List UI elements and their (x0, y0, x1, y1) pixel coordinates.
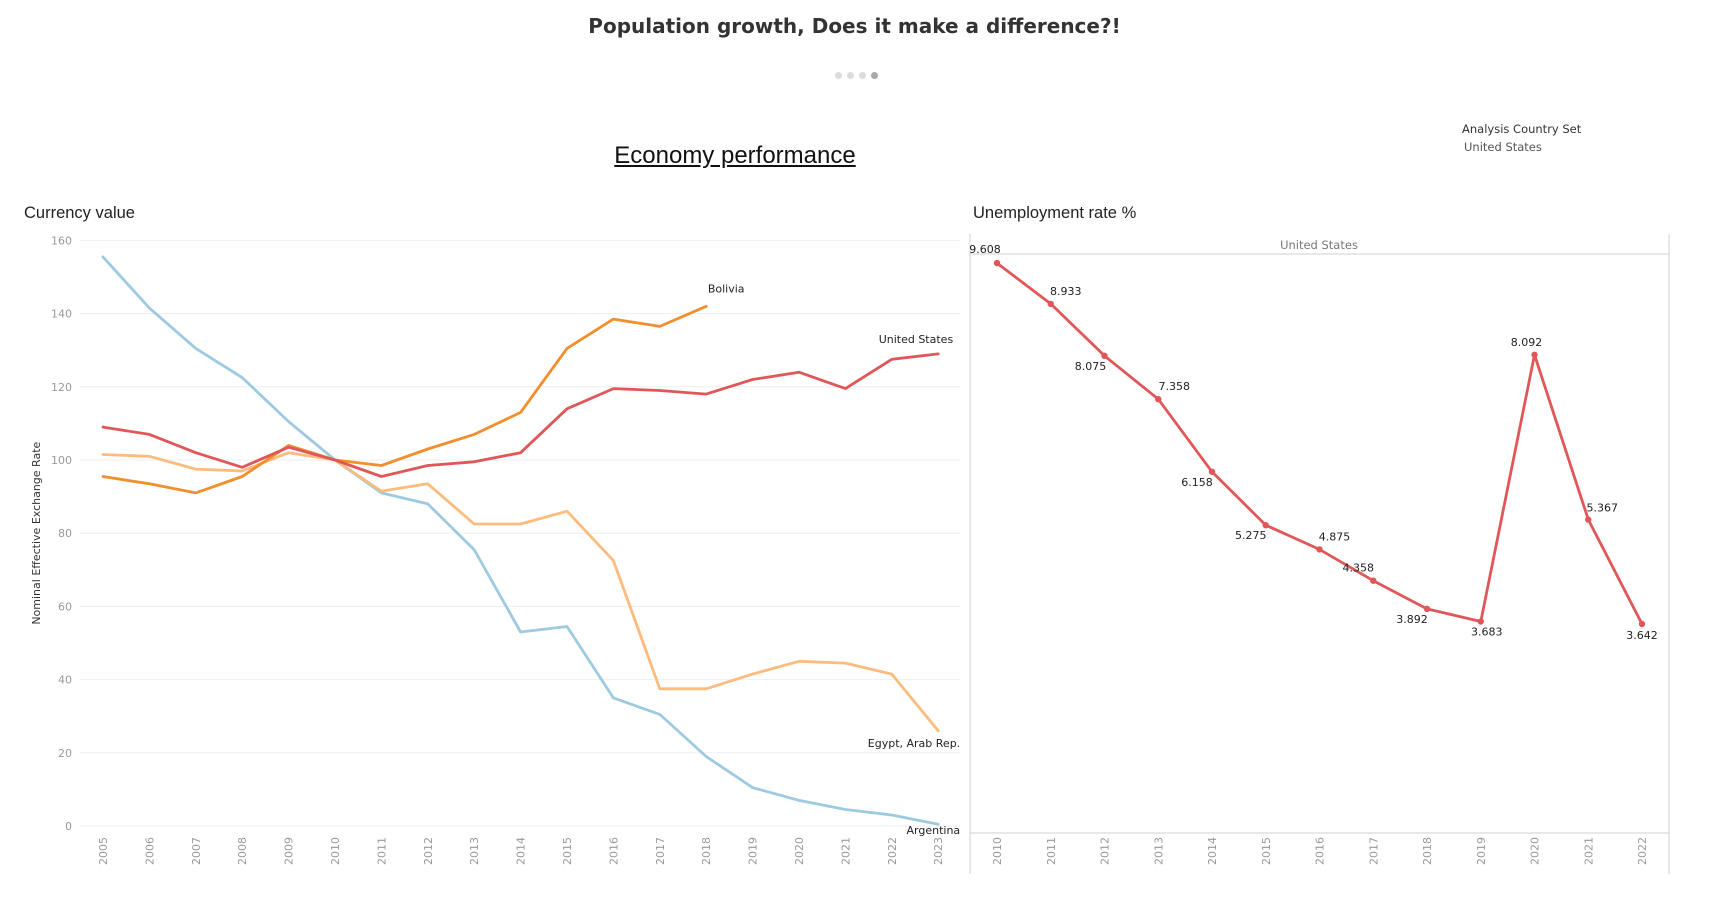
x-tick-label: 2016 (1314, 837, 1327, 865)
series-label-egypt-arab-rep: Egypt, Arab Rep. (868, 737, 960, 750)
x-tick-label: 2017 (1367, 837, 1380, 865)
x-tick-label: 2018 (1421, 837, 1434, 865)
data-label: 5.367 (1587, 502, 1619, 515)
filter-value[interactable]: United States (1464, 140, 1542, 154)
x-tick-label: 2020 (793, 837, 806, 865)
x-tick-label: 2011 (375, 837, 388, 865)
data-point (1638, 620, 1646, 628)
series-line-bolivia (101, 304, 708, 495)
data-label: 8.075 (1075, 360, 1107, 373)
x-tick-label: 2008 (236, 837, 249, 865)
x-tick-label: 2010 (329, 837, 342, 865)
x-tick-label: 2010 (991, 837, 1004, 865)
unemployment-chart-title: Unemployment rate % (973, 204, 1137, 222)
data-label: 6.158 (1181, 476, 1213, 489)
data-label: 9.608 (969, 243, 1001, 256)
section-title: Economy performance (614, 142, 856, 169)
x-tick-label: 2014 (515, 837, 528, 865)
y-axis-title: Nominal Effective Exchange Rate (30, 441, 43, 624)
nav-dot-1[interactable] (835, 72, 842, 79)
x-tick-label: 2012 (1099, 837, 1112, 865)
x-tick-label: 2021 (839, 837, 852, 865)
nav-dot-4[interactable] (871, 72, 878, 79)
x-tick-label: 2015 (561, 837, 574, 865)
x-tick-label: 2021 (1582, 837, 1595, 865)
x-tick-label: 2009 (283, 837, 296, 865)
page-navigation-dots[interactable] (835, 72, 885, 82)
series-label-bolivia: Bolivia (708, 282, 745, 295)
x-tick-label: 2011 (1045, 837, 1058, 865)
data-label: 4.358 (1343, 562, 1375, 575)
page-title: Population growth, Does it make a differ… (588, 14, 1121, 38)
x-tick-label: 2012 (422, 837, 435, 865)
x-tick-label: 2019 (1475, 837, 1488, 865)
data-point (1370, 577, 1377, 584)
y-tick-label: 120 (51, 381, 72, 394)
y-tick-label: 20 (58, 747, 72, 760)
data-label: 3.892 (1396, 613, 1428, 626)
data-label: 8.933 (1050, 285, 1082, 298)
data-point (1531, 351, 1538, 358)
data-point (1477, 618, 1484, 625)
series-line-argentina (101, 255, 940, 826)
series-line-united-states (101, 352, 940, 478)
series-label-united-states: United States (879, 333, 954, 346)
x-tick-label: 2020 (1529, 837, 1542, 865)
data-point (1316, 546, 1323, 553)
filter-title: Analysis Country Set (1462, 122, 1582, 136)
data-point (1585, 516, 1592, 523)
x-tick-label: 2006 (143, 837, 156, 865)
nav-dot-3[interactable] (859, 72, 866, 79)
series-line-egypt-arab-rep (101, 451, 940, 733)
x-tick-label: 2005 (97, 837, 110, 865)
facet-header: United States (1280, 238, 1358, 252)
x-tick-label: 2019 (747, 837, 760, 865)
x-tick-label: 2016 (607, 837, 620, 865)
data-point (1262, 522, 1269, 529)
y-tick-label: 40 (58, 674, 72, 687)
data-point (1155, 395, 1162, 403)
x-tick-label: 2022 (886, 837, 899, 865)
unemployment-chart: United States 2010 2011 2012 2013 2014 2015 201… (969, 234, 1670, 874)
x-tick-label: 2023 (932, 837, 945, 865)
x-tick-label: 2017 (654, 837, 667, 865)
unemployment-line (995, 261, 1644, 626)
y-tick-label: 60 (58, 600, 72, 613)
data-point (1047, 300, 1054, 308)
y-tick-label: 100 (51, 454, 72, 467)
data-label: 7.358 (1159, 380, 1191, 393)
series-label-argentina: Argentina (907, 824, 961, 837)
x-tick-label: 2007 (190, 837, 203, 865)
x-tick-label: 2018 (700, 837, 713, 865)
data-point (1423, 605, 1431, 613)
x-tick-label: 2022 (1636, 837, 1649, 865)
data-label: 3.683 (1471, 626, 1503, 639)
y-tick-label: 140 (51, 308, 72, 321)
data-point (993, 259, 1001, 267)
currency-chart: 0 20 40 60 80 100 120 140 160 Nominal Effective E… (30, 234, 960, 865)
data-point (1101, 352, 1108, 360)
x-tick-label: 2015 (1260, 837, 1273, 865)
data-label: 5.275 (1235, 529, 1267, 542)
y-tick-label: 0 (65, 820, 72, 833)
nav-dot-2[interactable] (847, 72, 854, 79)
data-label: 8.092 (1511, 336, 1543, 349)
data-label: 3.642 (1626, 629, 1658, 642)
x-tick-label: 2013 (468, 837, 481, 865)
currency-chart-title: Currency value (24, 204, 135, 222)
data-point (1208, 468, 1216, 475)
x-tick-label: 2014 (1206, 837, 1219, 865)
y-tick-label: 80 (58, 527, 72, 540)
data-label: 4.875 (1319, 530, 1351, 543)
y-tick-label: 160 (51, 234, 72, 247)
x-tick-label: 2013 (1152, 837, 1165, 865)
